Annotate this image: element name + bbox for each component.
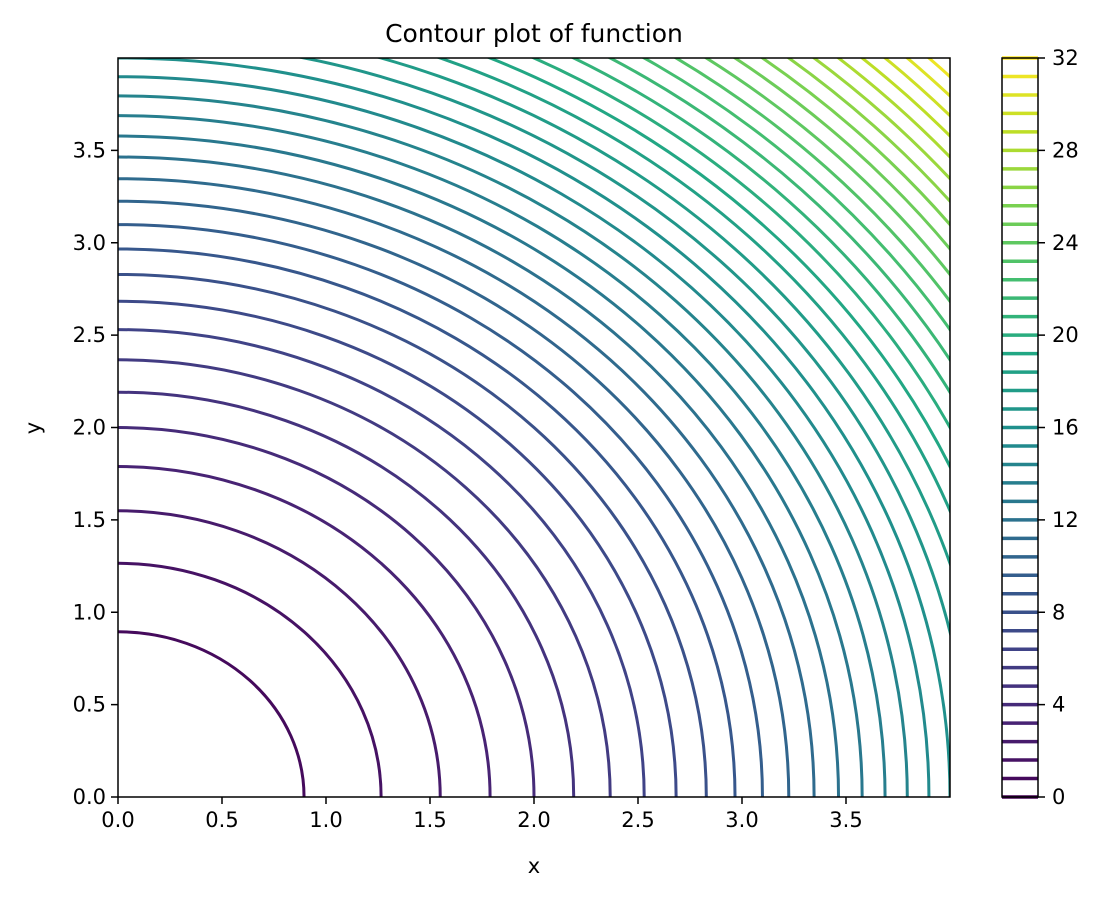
- colorbar: 0 4 8 12 16 20 24 28 32: [1001, 46, 1079, 809]
- y-tick-label: 2.0: [73, 416, 106, 440]
- colorbar-tick-label: 24: [1052, 231, 1079, 255]
- contour-line-2: [118, 509, 442, 797]
- contour-line-11: [118, 223, 764, 797]
- colorbar-tick-label: 28: [1052, 138, 1079, 162]
- y-tick-label: 3.5: [73, 138, 106, 162]
- contour-line-34: [835, 58, 950, 160]
- contour-line-26: [606, 58, 950, 363]
- y-tick-label: 1.5: [73, 508, 106, 532]
- contour-line-18: [118, 75, 931, 797]
- colorbar-tick-label: 20: [1052, 323, 1079, 347]
- colorbar-tick-label: 32: [1052, 46, 1079, 70]
- contour-line-25: [570, 58, 950, 396]
- y-tick-label: 0.5: [73, 693, 106, 717]
- x-tick-label: 1.0: [309, 808, 342, 832]
- contour-line-14: [118, 155, 841, 797]
- contour-line-19: [118, 58, 950, 797]
- contour-line-33: [811, 58, 950, 181]
- contour-line-35: [859, 58, 950, 139]
- contour-line-38: [926, 58, 950, 79]
- colorbar-tick-label: 12: [1052, 508, 1079, 532]
- contour-line-27: [640, 58, 950, 333]
- x-tick-label: 0.5: [205, 808, 238, 832]
- y-tick-label: 0.0: [73, 785, 106, 809]
- contour-line-24: [530, 58, 950, 431]
- y-tick-label: 3.0: [73, 231, 106, 255]
- y-axis: 0.0 0.5 1.0 1.5 2.0 2.5 3.0 3.5: [73, 138, 118, 809]
- contour-line-5: [118, 390, 576, 797]
- contour-line-32: [786, 58, 950, 204]
- x-tick-label: 2.0: [517, 808, 550, 832]
- contour-line-29: [703, 58, 950, 277]
- contour-line-37: [904, 58, 950, 99]
- y-tick-label: 2.5: [73, 323, 106, 347]
- contour-line-3: [118, 465, 492, 797]
- colorbar-tick-label: 0: [1052, 785, 1065, 809]
- contour-line-0: [118, 630, 306, 797]
- contour-line-1: [118, 561, 383, 797]
- chart-title: Contour plot of function: [385, 19, 683, 48]
- contour-line-17: [118, 94, 909, 797]
- x-axis-label: x: [528, 854, 540, 878]
- x-tick-label: 2.5: [621, 808, 654, 832]
- contour-line-23: [485, 58, 950, 470]
- contour-line-30: [732, 58, 950, 252]
- contour-line-13: [118, 177, 816, 797]
- plot-area: [117, 57, 951, 798]
- contour-line-31: [759, 58, 950, 227]
- contour-line-15: [118, 134, 864, 797]
- colorbar-tick-label: 16: [1052, 416, 1079, 440]
- contour-line-4: [118, 426, 536, 797]
- contour-line-16: [118, 114, 887, 797]
- contour-line-21: [375, 58, 950, 569]
- colorbar-tick-label: 8: [1052, 600, 1065, 624]
- contour-line-8: [118, 299, 678, 797]
- x-axis: 0.0 0.5 1.0 1.5 2.0 2.5 3.0 3.5: [101, 797, 863, 832]
- x-tick-label: 3.5: [829, 808, 862, 832]
- y-axis-label: y: [21, 422, 45, 434]
- contour-line-6: [118, 358, 612, 797]
- contour-line-12: [118, 199, 791, 797]
- contour-line-20: [295, 58, 950, 639]
- x-tick-label: 1.5: [413, 808, 446, 832]
- contour-line-22: [435, 58, 950, 515]
- y-tick-label: 1.0: [73, 600, 106, 624]
- x-tick-label: 0.0: [101, 808, 134, 832]
- contour-line-9: [118, 272, 708, 797]
- colorbar-tick-label: 4: [1052, 693, 1065, 717]
- x-tick-label: 3.0: [725, 808, 758, 832]
- contour-line-10: [118, 247, 737, 797]
- contour-line-36: [882, 58, 950, 118]
- contour-line-28: [673, 58, 950, 304]
- contour-line-7: [118, 328, 646, 797]
